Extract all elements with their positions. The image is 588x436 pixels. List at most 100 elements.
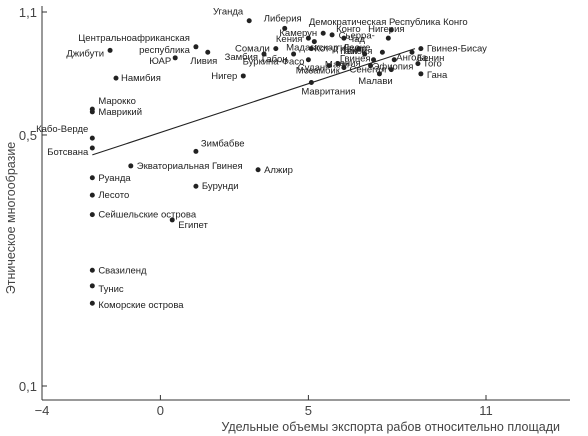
data-point-label: Лесото — [98, 190, 129, 201]
data-point — [169, 217, 175, 223]
data-point-label: Камерун — [279, 28, 317, 39]
data-point-label: Мозамбик — [296, 66, 341, 77]
data-point-label: Экваториальная Гвинея — [137, 161, 243, 172]
data-point-label: Гана — [427, 70, 448, 81]
data-point-label: Мавритания — [301, 86, 355, 97]
data-point-label: Зимбабве — [201, 138, 245, 149]
data-point-label: Алжир — [264, 165, 293, 176]
data-point — [89, 192, 95, 198]
data-point-label: Ботсвана — [47, 147, 89, 158]
data-point — [305, 35, 311, 41]
data-point — [311, 39, 317, 45]
data-point-label: Чад — [348, 34, 366, 45]
data-point-label: ЮАР — [149, 56, 171, 67]
data-point — [308, 79, 314, 85]
data-point-label: Кабо-Верде — [36, 124, 88, 135]
data-point — [255, 167, 261, 173]
data-point — [335, 61, 341, 67]
data-point-label: Буркина-Фасо — [243, 57, 305, 68]
data-point — [89, 267, 95, 273]
data-point — [89, 283, 95, 289]
data-point-label: Сейшельские острова — [98, 210, 197, 221]
data-point-label: Либерия — [264, 13, 302, 24]
x-tick-label: −4 — [35, 403, 50, 418]
data-point — [193, 148, 199, 154]
data-point — [329, 32, 335, 38]
data-point-label: Малави — [358, 76, 392, 87]
data-point-label: Маврикий — [98, 107, 142, 118]
x-ticks: −4 0 5 11 — [35, 395, 493, 418]
data-point — [261, 51, 267, 57]
data-point-label: Тунис — [98, 284, 124, 295]
data-point-label: Гвинея-Бисау — [427, 44, 487, 55]
x-tick-label: 5 — [305, 403, 312, 418]
data-point-label: Нигерия — [368, 24, 404, 35]
data-point — [356, 46, 362, 52]
data-point-label: Марокко — [98, 96, 136, 107]
trend-line — [92, 48, 416, 156]
data-point-label: Нигер — [211, 71, 237, 82]
data-point-label: Сомали — [235, 44, 270, 55]
data-point — [308, 46, 314, 52]
data-point — [409, 49, 415, 55]
data-point — [172, 55, 178, 61]
data-point-label: Гвинея — [340, 54, 371, 65]
data-point — [107, 47, 113, 53]
data-point — [341, 35, 347, 41]
data-point — [205, 49, 211, 55]
data-point — [89, 175, 95, 181]
data-point-label: Сьерра-Леоне — [339, 31, 375, 54]
data-point — [246, 18, 252, 24]
data-point-label: Судан — [298, 63, 325, 74]
data-point — [273, 46, 279, 52]
data-point — [89, 135, 95, 141]
y-tick-label: 0,5 — [19, 128, 37, 143]
data-point — [388, 27, 394, 33]
data-point-label: Тан-зания — [335, 46, 360, 69]
data-point-label: Демократическая Республика Конго — [309, 17, 468, 28]
y-axis-title: Этническое многообразие — [4, 142, 18, 295]
data-point — [320, 30, 326, 36]
data-point — [193, 183, 199, 189]
x-tick-label: 11 — [479, 403, 493, 418]
data-point — [391, 57, 397, 63]
data-point-label: Джибути — [66, 48, 104, 59]
y-ticks: 0,1 0,5 1,1 — [19, 5, 47, 394]
data-point — [240, 73, 246, 79]
x-tick-label: 0 — [157, 403, 164, 418]
y-tick-label: 1,1 — [19, 5, 37, 20]
y-tick-label: 0,1 — [19, 379, 37, 394]
data-point-label: Коморские острова — [98, 300, 184, 311]
data-point-label: Уганда — [213, 7, 244, 18]
data-point-label: Ливия — [190, 56, 217, 67]
data-point-label: Мали — [325, 60, 349, 71]
data-point — [89, 145, 95, 151]
data-point — [415, 61, 421, 67]
data-point — [341, 65, 347, 71]
data-point — [388, 67, 394, 73]
data-point-label: Конго — [336, 24, 361, 35]
data-point — [418, 46, 424, 52]
data-point — [291, 51, 297, 57]
data-point-label: Бенин — [417, 53, 444, 64]
data-point — [385, 35, 391, 41]
data-point — [305, 57, 311, 63]
data-point-label: Кения — [276, 34, 303, 45]
data-point-label: Намибия — [121, 73, 161, 84]
data-point — [371, 57, 377, 63]
data-point-label: Центральноафриканская республика — [78, 33, 190, 56]
data-point — [89, 300, 95, 306]
data-point-label: Габон — [262, 54, 288, 65]
data-point-label: Сенегал — [350, 65, 387, 76]
data-point — [128, 163, 134, 169]
x-axis-title: Удельные объемы экспорта рабов относител… — [221, 420, 560, 434]
data-point-label: Ангола — [396, 53, 427, 64]
data-point — [326, 63, 332, 69]
data-point-label: Того — [423, 59, 442, 70]
data-point — [113, 75, 119, 81]
data-point — [376, 71, 382, 77]
data-point — [368, 63, 374, 69]
data-point-label: Бурунди — [202, 181, 239, 192]
